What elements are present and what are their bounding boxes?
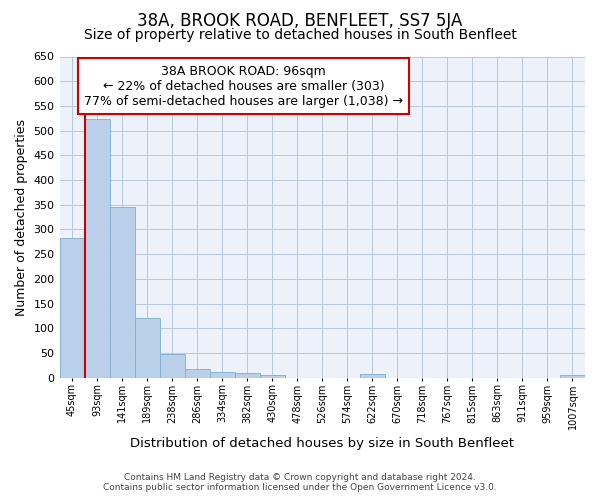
- Text: 38A BROOK ROAD: 96sqm
← 22% of detached houses are smaller (303)
77% of semi-det: 38A BROOK ROAD: 96sqm ← 22% of detached …: [84, 64, 403, 108]
- Bar: [560, 375, 585, 378]
- Y-axis label: Number of detached properties: Number of detached properties: [15, 118, 28, 316]
- Bar: [260, 376, 285, 378]
- Text: Size of property relative to detached houses in South Benfleet: Size of property relative to detached ho…: [83, 28, 517, 42]
- Bar: [160, 354, 185, 378]
- Bar: [185, 370, 209, 378]
- Bar: [209, 372, 235, 378]
- Bar: [235, 373, 260, 378]
- Bar: [360, 374, 385, 378]
- Text: Contains HM Land Registry data © Crown copyright and database right 2024.
Contai: Contains HM Land Registry data © Crown c…: [103, 473, 497, 492]
- Bar: [59, 238, 85, 378]
- X-axis label: Distribution of detached houses by size in South Benfleet: Distribution of detached houses by size …: [130, 437, 514, 450]
- Text: 38A, BROOK ROAD, BENFLEET, SS7 5JA: 38A, BROOK ROAD, BENFLEET, SS7 5JA: [137, 12, 463, 30]
- Bar: [134, 318, 160, 378]
- Bar: [110, 206, 134, 378]
- Bar: [85, 119, 110, 378]
